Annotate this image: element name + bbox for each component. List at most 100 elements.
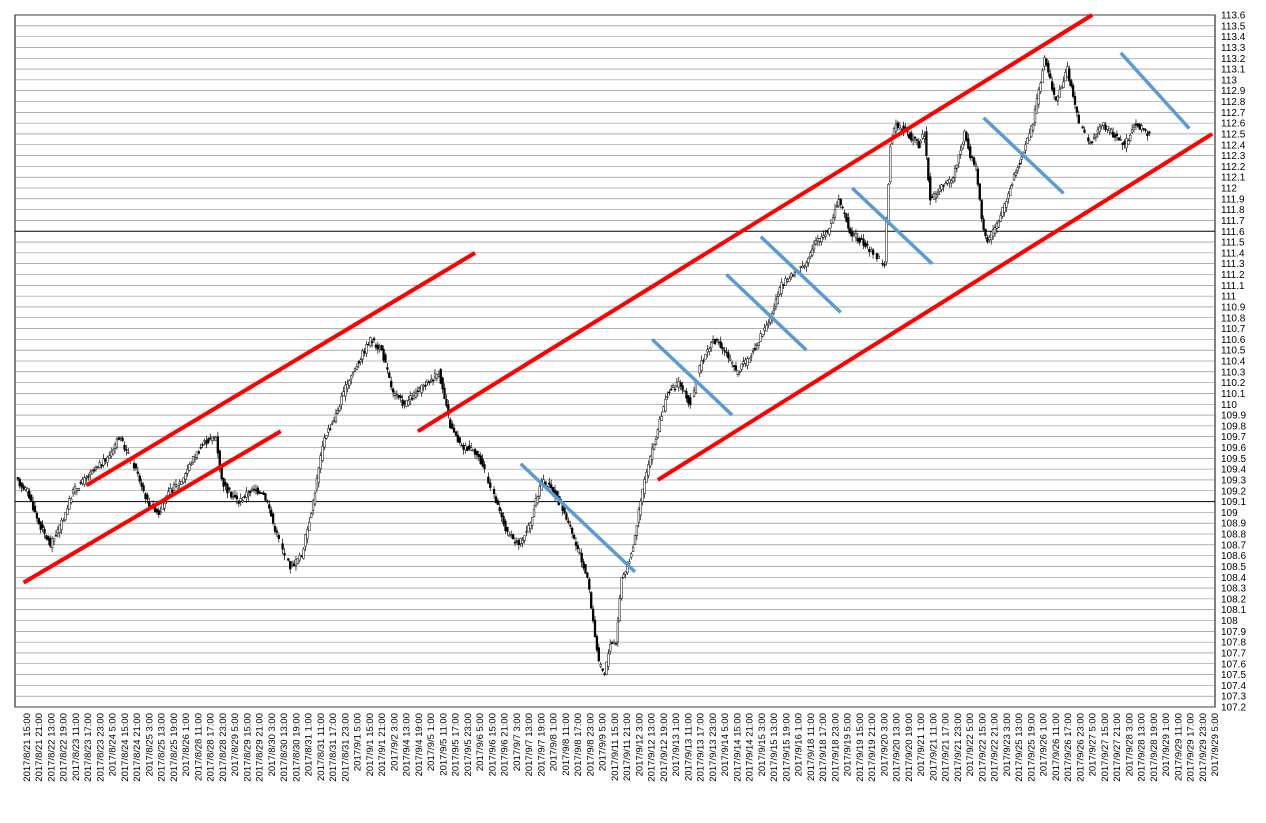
candle-body	[1062, 81, 1065, 88]
candle-body	[410, 397, 414, 400]
candle-body	[730, 362, 734, 365]
x-tick-label: 2017/9/18 23:00	[830, 713, 841, 782]
channel-trend-line	[85, 251, 477, 488]
candle-body	[816, 238, 820, 242]
x-tick-label: 2017/9/5 1:00	[426, 713, 437, 771]
candle-body	[953, 168, 957, 178]
candle-body	[917, 141, 920, 149]
candle-body	[367, 343, 370, 346]
candle-body	[1146, 133, 1149, 136]
candle-body	[233, 494, 237, 498]
candle-body	[550, 484, 553, 489]
candle-body	[1041, 70, 1044, 83]
x-tick-label: 2017/9/6 15:00	[487, 713, 498, 776]
candle-body	[801, 265, 804, 269]
y-tick-label: 112.7	[1221, 108, 1246, 119]
candle-body	[974, 163, 978, 167]
candle-body	[1016, 167, 1020, 172]
candle-body	[1052, 87, 1056, 95]
x-tick-label: 2017/9/7 19:00	[536, 713, 547, 776]
candle-body	[582, 561, 585, 569]
y-tick-label: 108.8	[1221, 530, 1246, 541]
candle-body	[652, 443, 656, 450]
candle-body	[315, 478, 319, 490]
candle-body	[224, 482, 227, 486]
candle-body	[216, 436, 220, 454]
candle-body	[212, 437, 216, 439]
candle-body	[639, 500, 642, 516]
candle-body	[1045, 58, 1048, 66]
candle-body	[970, 156, 974, 158]
candle-body	[932, 193, 936, 200]
candle-body	[146, 494, 149, 500]
x-tick-label: 2017/8/28 17:00	[206, 713, 217, 782]
candle-body	[359, 359, 362, 362]
candle-body	[98, 462, 101, 469]
candle-body	[719, 341, 722, 348]
candle-body	[993, 227, 997, 234]
candle-body	[887, 184, 890, 223]
candle-body	[1094, 134, 1098, 138]
candle-body	[818, 238, 821, 242]
candle-body	[1087, 137, 1090, 142]
x-tick-label: 2017/9/28 19:00	[1149, 713, 1160, 782]
candle-body	[75, 488, 79, 492]
candle-body	[591, 608, 595, 622]
x-tick-label: 2017/8/25 19:00	[169, 713, 180, 782]
candle-body	[127, 451, 130, 454]
candle-body	[226, 483, 229, 494]
x-tick-label: 2017/9/4 19:00	[414, 713, 425, 776]
candle-body	[631, 546, 635, 552]
candle-body	[780, 282, 783, 294]
candle-body	[169, 488, 172, 495]
candle-body	[919, 140, 922, 144]
x-tick-label: 2017/9/21 23:00	[953, 713, 964, 782]
y-tick-label: 107.9	[1221, 627, 1246, 638]
x-tick-label: 2017/9/13 17:00	[696, 713, 707, 782]
candle-body	[121, 438, 124, 442]
candle-body	[321, 445, 324, 461]
candle-body	[1096, 129, 1100, 134]
candle-body	[184, 473, 187, 480]
candle-body	[77, 488, 80, 491]
candle-body	[336, 410, 340, 414]
y-tick-label: 108.3	[1221, 584, 1246, 595]
candle-body	[1039, 82, 1042, 92]
candle-body	[159, 511, 162, 514]
candle-body	[1049, 73, 1052, 79]
candle-body	[26, 488, 29, 493]
x-tick-label: 2017/9/11 15:00	[610, 713, 621, 781]
candle-body	[399, 395, 402, 398]
candle-body	[466, 446, 469, 451]
candle-body	[570, 527, 574, 534]
candle-body	[310, 513, 313, 519]
candle-body	[921, 134, 924, 139]
candle-body	[957, 154, 960, 164]
candle-body	[980, 199, 983, 219]
candle-body	[433, 373, 437, 378]
candle-body	[243, 496, 246, 498]
x-tick-label: 2017/8/22 13:00	[46, 713, 57, 782]
candle-body	[1132, 124, 1136, 128]
x-tick-label: 2017/9/8 11:00	[561, 713, 572, 776]
y-tick-label: 110.1	[1221, 389, 1246, 400]
candle-body	[374, 344, 378, 348]
candle-body	[369, 337, 372, 347]
candle-body	[104, 458, 107, 462]
candle-body	[460, 444, 463, 447]
candle-body	[220, 467, 223, 480]
x-tick-label: 2017/9/27 15:00	[1100, 713, 1111, 782]
x-tick-label: 2017/8/23 17:00	[83, 713, 94, 782]
x-tick-label: 2017/9/15 19:00	[781, 713, 792, 782]
candle-body	[717, 341, 720, 344]
y-tick-label: 109.2	[1221, 486, 1246, 497]
candle-body	[1098, 126, 1101, 132]
candle-body	[988, 237, 991, 241]
candle-body	[807, 257, 810, 263]
x-tick-label: 2017/9/16 1:00	[794, 713, 805, 776]
short-trend-line	[650, 338, 734, 417]
candle-body	[991, 229, 995, 237]
y-tick-label: 111.3	[1221, 259, 1245, 270]
candle-body	[287, 558, 290, 561]
candle-body	[736, 370, 740, 376]
